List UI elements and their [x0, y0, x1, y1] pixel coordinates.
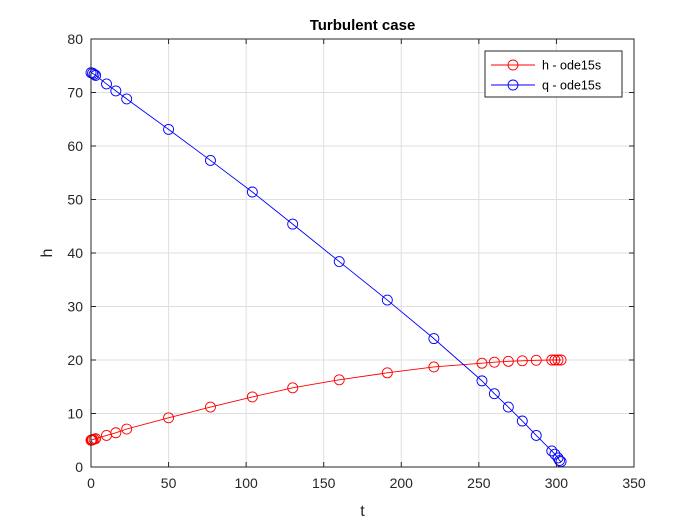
data-point [246, 186, 258, 198]
legend-marker [507, 79, 519, 91]
series-0 [85, 354, 567, 446]
data-point [428, 361, 440, 373]
legend-box [484, 50, 623, 98]
data-point [530, 429, 542, 441]
y-tick-label: 60 [67, 138, 83, 154]
chart-title: Turbulent case [310, 17, 416, 34]
data-point [205, 154, 216, 166]
x-tick-label: 50 [161, 475, 177, 491]
legend-marker [507, 59, 519, 71]
y-tick-label: 10 [67, 406, 83, 422]
x-tick-label: 350 [622, 475, 646, 491]
x-tick-label: 100 [234, 475, 258, 491]
legend-label: q - ode15s [542, 79, 601, 93]
data-point [488, 388, 500, 400]
data-point [381, 294, 393, 306]
y-axis-label: h [39, 249, 56, 258]
series-layer [85, 67, 567, 468]
x-tick-label: 250 [467, 475, 491, 491]
data-point [287, 218, 299, 230]
data-point [88, 68, 100, 80]
y-tick-label: 0 [75, 459, 83, 475]
legend-item: h - ode15s [491, 59, 601, 73]
y-tick-label: 50 [67, 192, 83, 208]
data-point [110, 85, 122, 97]
data-point [428, 333, 440, 345]
data-point [546, 445, 558, 457]
x-tick-label: 0 [87, 475, 95, 491]
data-point [516, 355, 528, 367]
data-point [287, 382, 299, 394]
x-axis-label: t [360, 503, 365, 520]
data-point [121, 423, 133, 435]
x-tick-label: 200 [390, 475, 414, 491]
data-point [530, 354, 542, 366]
legend-item: q - ode15s [491, 79, 601, 93]
data-point [87, 67, 99, 79]
data-point [552, 354, 564, 366]
data-point [246, 391, 258, 403]
data-point [333, 256, 345, 268]
data-point [555, 354, 567, 366]
data-point [476, 375, 488, 387]
legend-label: h - ode15s [542, 59, 601, 73]
y-tick-label: 40 [67, 245, 83, 261]
data-point [205, 401, 216, 413]
data-point [488, 356, 500, 368]
axis-ticks: 0 50 100 150 200 250 300 350 0 10 20 30 40 50 60 70 80 [67, 31, 645, 491]
data-point [476, 357, 488, 369]
x-tick-label: 150 [312, 475, 336, 491]
data-point [516, 415, 528, 427]
data-point [110, 427, 122, 439]
data-point [502, 401, 514, 413]
series-1 [85, 67, 567, 468]
data-point [549, 354, 561, 366]
data-point [554, 455, 565, 467]
y-tick-label: 70 [67, 85, 83, 101]
data-point [121, 93, 133, 105]
data-point [101, 78, 112, 90]
data-point [163, 412, 175, 424]
data-point [163, 123, 175, 135]
data-point [381, 367, 393, 379]
x-tick-label: 300 [545, 475, 569, 491]
y-tick-label: 80 [67, 31, 83, 47]
data-point [552, 452, 564, 464]
y-tick-label: 20 [67, 352, 83, 368]
data-point [333, 374, 345, 386]
legend: h - ode15s q - ode15s [484, 50, 623, 98]
data-point [546, 354, 558, 366]
data-point [502, 355, 514, 367]
series-line [90, 72, 562, 463]
y-tick-label: 30 [67, 299, 83, 315]
